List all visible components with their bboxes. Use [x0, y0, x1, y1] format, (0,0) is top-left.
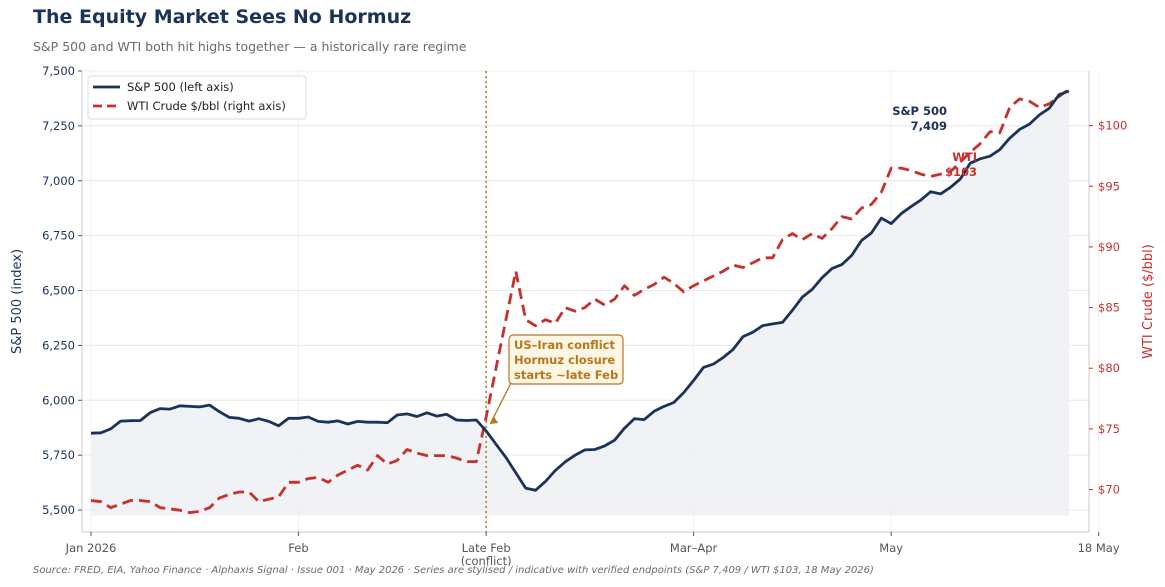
left-tick-label: 6,000 — [42, 393, 75, 407]
x-tick-label: Late Feb — [462, 541, 511, 555]
left-tick-label: 7,000 — [42, 174, 75, 188]
left-tick-label: 5,750 — [42, 448, 75, 462]
wti-end-label-value: $103 — [945, 165, 977, 179]
annotation-text: US–Iran conflict — [514, 338, 615, 352]
annotation-arrow — [489, 380, 513, 425]
chart-title: The Equity Market Sees No Hormuz — [33, 6, 412, 28]
x-tick-label: Feb — [288, 541, 308, 555]
x-tick-label: Mar–Apr — [670, 541, 718, 555]
right-tick-label: $80 — [1098, 361, 1120, 375]
spx-end-label-value: 7,409 — [911, 119, 947, 133]
legend-label-wti: WTI Crude $/bbl (right axis) — [127, 99, 286, 113]
left-tick-label: 7,250 — [42, 119, 75, 133]
right-tick-label: $90 — [1098, 240, 1120, 254]
left-tick-label: 6,250 — [42, 338, 75, 352]
left-axis-title: S&P 500 (index) — [10, 249, 25, 354]
source-footnote: Source: FRED, EIA, Yahoo Finance · Alpha… — [33, 565, 874, 576]
left-tick-label: 5,500 — [42, 503, 75, 517]
right-tick-label: $95 — [1098, 179, 1120, 193]
right-axis-title: WTI Crude ($/bbl) — [1141, 244, 1156, 359]
spx-series-line — [90, 89, 1070, 492]
spx-end-label-name: S&P 500 — [892, 104, 947, 118]
annotation-text: starts ~late Feb — [514, 368, 618, 382]
left-tick-label: 7,500 — [42, 64, 75, 78]
left-tick-label: 6,500 — [42, 284, 75, 298]
annotation-box — [508, 334, 624, 385]
wti-end-label-name: WTI — [952, 150, 977, 164]
chart-subtitle: S&P 500 and WTI both hit highs together … — [33, 39, 467, 54]
right-tick-label: $75 — [1098, 422, 1120, 436]
annotation-arrowhead — [490, 417, 499, 425]
right-tick-label: $85 — [1098, 301, 1120, 315]
x-tick-label: Jan 2026 — [65, 541, 117, 555]
x-tick-label: 18 May — [1078, 541, 1120, 555]
legend-label-spx: S&P 500 (left axis) — [127, 80, 234, 94]
wti-series-line — [90, 88, 1070, 514]
legend-box — [87, 75, 307, 120]
left-tick-label: 6,750 — [42, 229, 75, 243]
x-tick-label: May — [879, 541, 903, 555]
spx-area-fill — [91, 91, 1069, 516]
annotation-text: Hormuz closure — [514, 353, 615, 367]
right-tick-label: $70 — [1098, 483, 1120, 497]
x-tick-label: (conflict) — [461, 554, 512, 568]
right-tick-label: $100 — [1098, 119, 1127, 133]
